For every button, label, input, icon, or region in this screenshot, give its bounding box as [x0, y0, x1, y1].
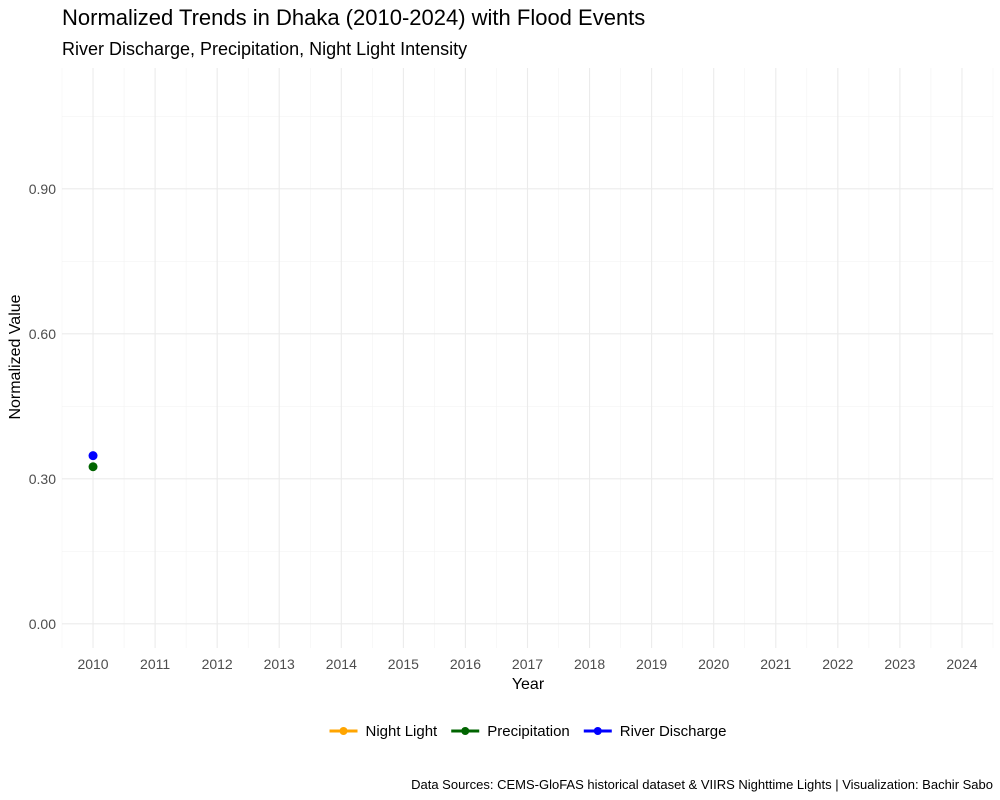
river-discharge-point	[88, 451, 98, 461]
chart-title: Normalized Trends in Dhaka (2010-2024) w…	[62, 5, 645, 30]
x-tick-label: 2023	[884, 656, 915, 672]
precipitation-point	[88, 462, 98, 472]
x-tick-label: 2013	[264, 656, 295, 672]
x-tick-label: 2017	[512, 656, 543, 672]
x-tick-labels: 2010 2011 2012 2013 2014 2015 2016 2017 2018 2019…	[77, 656, 977, 672]
legend-label-night-light: Night Light	[366, 723, 439, 740]
y-tick-label: 0.30	[29, 471, 56, 487]
legend-label-precipitation: Precipitation	[487, 723, 570, 740]
x-axis-title: Year	[512, 676, 545, 693]
legend: Night Light Precipitation River Discharge	[329, 723, 727, 740]
x-tick-label: 2022	[822, 656, 853, 672]
chart-caption: Data Sources: CEMS-GloFAS historical dat…	[411, 777, 993, 792]
y-tick-labels: 0.00 0.30 0.60 0.90	[29, 181, 56, 632]
chart-subtitle: River Discharge, Precipitation, Night Li…	[62, 39, 467, 59]
x-tick-label: 2021	[760, 656, 791, 672]
minor-gridlines	[61, 68, 994, 648]
x-tick-label: 2016	[450, 656, 481, 672]
legend-key-point-precipitation	[461, 727, 470, 735]
x-tick-label: 2024	[946, 656, 977, 672]
x-tick-label: 2015	[388, 656, 419, 672]
major-gridlines	[62, 68, 993, 648]
x-tick-label: 2018	[574, 656, 605, 672]
series-layer	[88, 451, 98, 472]
x-tick-label: 2020	[698, 656, 729, 672]
x-tick-label: 2014	[326, 656, 357, 672]
y-tick-label: 0.90	[29, 181, 56, 197]
y-axis-title: Normalized Value	[7, 294, 24, 419]
y-tick-label: 0.60	[29, 326, 56, 342]
x-tick-label: 2012	[202, 656, 233, 672]
legend-key-point-river-discharge	[593, 727, 602, 735]
x-tick-label: 2019	[636, 656, 667, 672]
x-tick-label: 2010	[77, 656, 108, 672]
y-tick-label: 0.00	[29, 616, 56, 632]
legend-label-river-discharge: River Discharge	[620, 723, 727, 740]
x-tick-label: 2011	[140, 656, 170, 672]
legend-key-point-night-light	[339, 727, 348, 735]
